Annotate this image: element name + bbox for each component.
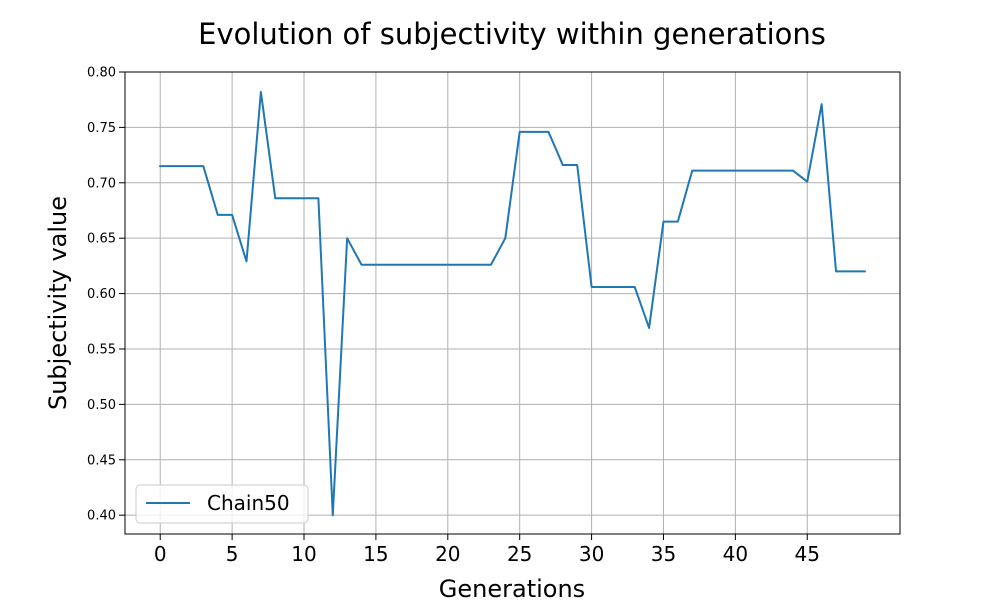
legend: Chain50 <box>135 484 309 524</box>
plot-frame <box>124 71 901 535</box>
y-axis-ticks: 0.40 0.45 0.50 0.55 0.60 0.65 0.70 0.75 0.80 <box>87 66 125 524</box>
series-lines <box>159 90 866 517</box>
legend-label-chain50: Chain50 <box>207 491 290 515</box>
x-tick-label: 30 <box>579 542 604 566</box>
x-tick-label: 35 <box>651 542 676 566</box>
y-tick-label: 0.60 <box>87 287 116 302</box>
chart-title: Evolution of subjectivity within generat… <box>198 17 826 51</box>
y-tick-label: 0.55 <box>87 342 116 357</box>
x-axis-label: Generations <box>439 575 585 600</box>
y-tick-label: 0.50 <box>87 398 116 413</box>
plot-area <box>125 72 900 534</box>
x-tick-label: 0 <box>154 542 167 566</box>
y-tick-label: 0.45 <box>87 453 116 468</box>
x-axis-ticks: 0 5 10 15 20 25 30 35 40 45 <box>154 534 820 566</box>
y-tick-label: 0.65 <box>87 232 116 247</box>
x-tick-label: 15 <box>363 542 388 566</box>
x-tick-label: 10 <box>291 542 316 566</box>
y-tick-label: 0.80 <box>87 66 116 81</box>
x-tick-label: 5 <box>226 542 239 566</box>
y-tick-label: 0.75 <box>87 121 116 136</box>
x-tick-label: 40 <box>723 542 748 566</box>
series-line-chain50 <box>159 90 866 517</box>
y-tick-label: 0.40 <box>87 509 116 524</box>
x-tick-label: 45 <box>795 542 820 566</box>
x-tick-label: 25 <box>507 542 532 566</box>
x-tick-label: 20 <box>435 542 460 566</box>
legend-box <box>135 484 309 524</box>
y-tick-label: 0.70 <box>87 176 116 191</box>
y-axis-label: Subjectivity value <box>44 196 72 410</box>
